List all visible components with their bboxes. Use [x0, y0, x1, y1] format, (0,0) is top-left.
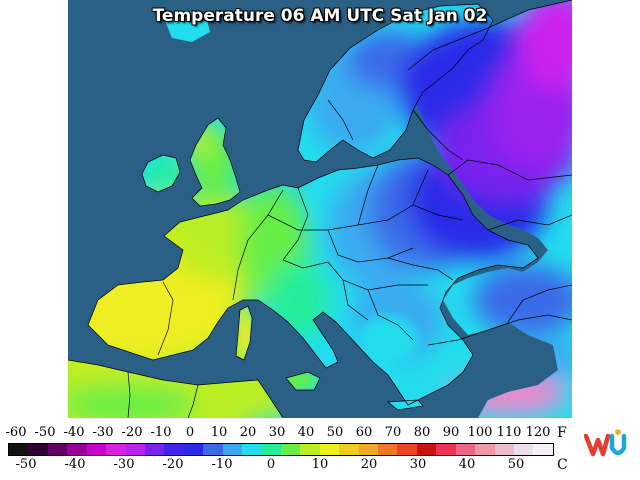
celsius-tick-label: -30	[113, 457, 135, 472]
colorbar-swatch	[280, 444, 301, 455]
colorbar-swatch	[358, 444, 379, 455]
colorbar-swatch	[319, 444, 340, 455]
colorbar-swatch	[533, 444, 553, 455]
fahrenheit-tick-label: 110	[496, 425, 522, 440]
colorbar-swatch	[106, 444, 126, 455]
fahrenheit-tick-label: 100	[467, 425, 493, 440]
colorbar-swatch	[144, 444, 165, 455]
colorbar-swatch	[67, 444, 87, 455]
colorbar-swatch	[475, 444, 495, 455]
map-canvas	[68, 0, 572, 418]
fahrenheit-tick-label: 50	[326, 425, 344, 440]
temperature-field	[68, 0, 572, 418]
temperature-colorbar	[8, 443, 554, 456]
celsius-tick-label: -40	[64, 457, 86, 472]
colorbar-swatch	[28, 444, 48, 455]
fahrenheit-tick-label: 0	[185, 425, 195, 440]
fahrenheit-tick-label: 90	[442, 425, 460, 440]
colorbar-swatch	[397, 444, 417, 455]
fahrenheit-scale: -60 -50 -40 -30 -20 -10 0 10 20 30 40 50 60 70 80 90 100…	[0, 425, 560, 441]
celsius-tick-label: 40	[458, 457, 476, 472]
celsius-unit-label: C	[557, 457, 568, 473]
colorbar-swatch	[339, 444, 359, 455]
map-title: Temperature 06 AM UTC Sat Jan 02	[152, 6, 488, 26]
colorbar-swatch	[183, 444, 204, 455]
fahrenheit-tick-label: 30	[268, 425, 286, 440]
fahrenheit-tick-label: 20	[239, 425, 257, 440]
celsius-tick-label: 50	[507, 457, 525, 472]
celsius-tick-label: -10	[211, 457, 233, 472]
fahrenheit-tick-label: -50	[34, 425, 56, 440]
colorbar-swatch	[300, 444, 320, 455]
colorbar-swatch	[242, 444, 262, 455]
colorbar-swatch	[47, 444, 68, 455]
colorbar-swatch	[513, 444, 534, 455]
colorbar-swatch	[378, 444, 398, 455]
colorbar-swatch	[222, 444, 243, 455]
colorbar-swatch	[436, 444, 456, 455]
celsius-tick-label: -50	[15, 457, 37, 472]
fahrenheit-tick-label: 70	[384, 425, 402, 440]
colorbar-swatch	[125, 444, 145, 455]
wu-logo-icon	[584, 429, 627, 457]
fahrenheit-tick-label: 120	[525, 425, 551, 440]
celsius-tick-label: 20	[360, 457, 378, 472]
colorbar-swatch	[86, 444, 107, 455]
colorbar-swatch	[416, 444, 437, 455]
colorbar-swatch	[455, 444, 476, 455]
fahrenheit-unit-label: F	[557, 425, 567, 441]
temperature-legend: -60 -50 -40 -30 -20 -10 0 10 20 30 40 50 60 70 80 90 100…	[0, 418, 640, 480]
colorbar-swatch	[164, 444, 184, 455]
fahrenheit-tick-label: 80	[413, 425, 431, 440]
colorbar-swatch	[203, 444, 223, 455]
fahrenheit-tick-label: -20	[121, 425, 143, 440]
fahrenheit-tick-label: -40	[63, 425, 85, 440]
colorbar-swatch	[261, 444, 281, 455]
fahrenheit-tick-label: -60	[5, 425, 27, 440]
celsius-tick-label: 0	[266, 457, 276, 472]
temperature-map	[68, 0, 572, 418]
colorbar-swatch	[494, 444, 514, 455]
fahrenheit-tick-label: -10	[150, 425, 172, 440]
celsius-tick-label: -20	[162, 457, 184, 472]
fahrenheit-tick-label: 10	[210, 425, 228, 440]
celsius-tick-label: 30	[409, 457, 427, 472]
celsius-scale: -50 -40 -30 -20 -10 0 10 20 30 40 50	[0, 457, 560, 473]
colorbar-swatch	[9, 444, 29, 455]
fahrenheit-tick-label: 60	[355, 425, 373, 440]
celsius-tick-label: 10	[311, 457, 329, 472]
fahrenheit-tick-label: -30	[92, 425, 114, 440]
fahrenheit-tick-label: 40	[297, 425, 315, 440]
country-borders	[68, 0, 572, 418]
